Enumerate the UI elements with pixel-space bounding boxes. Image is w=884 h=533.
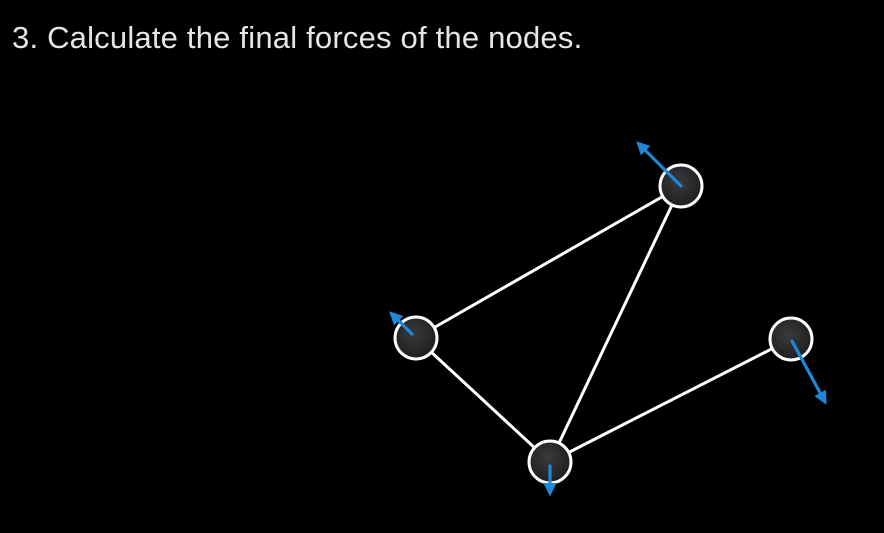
force-arrows-group <box>389 141 827 497</box>
edge-left-top <box>414 184 683 340</box>
slide-title: 3. Calculate the final forces of the nod… <box>12 20 583 55</box>
edge-bottom-right <box>548 337 793 464</box>
force-arrow-top <box>636 141 683 188</box>
edge-left-bottom <box>414 336 552 464</box>
nodes-group <box>393 163 814 485</box>
force-arrow-left <box>389 311 414 336</box>
edges-group <box>414 184 793 464</box>
node-right <box>768 316 814 362</box>
force-arrow-right <box>790 339 827 405</box>
edge-top-bottom <box>548 184 683 464</box>
